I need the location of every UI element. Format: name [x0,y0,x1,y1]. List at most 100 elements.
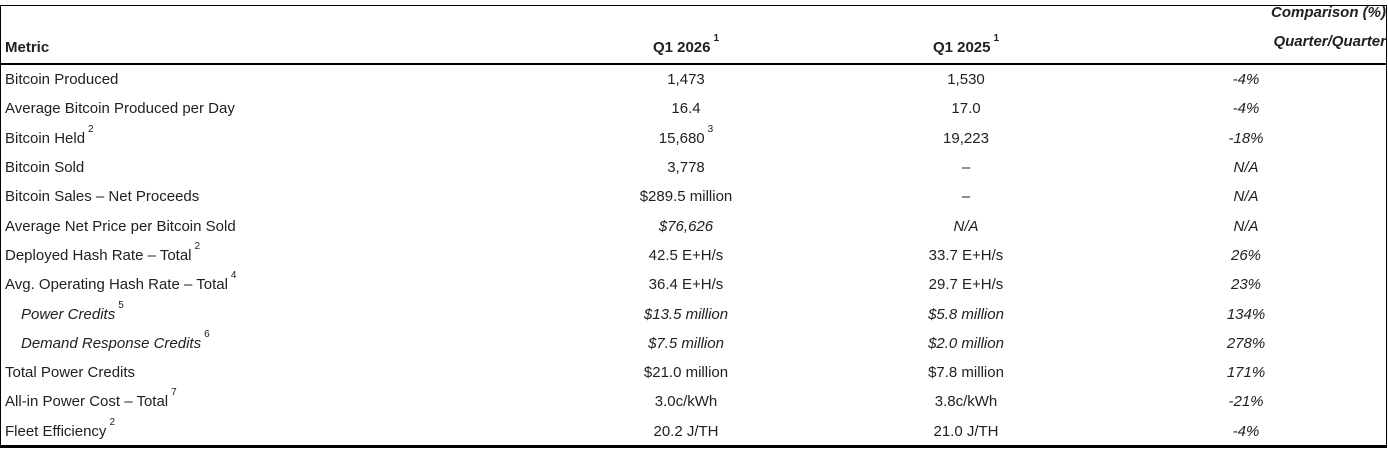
column-header-q1-2026-label: Q1 20261 [652,33,720,57]
footnote-marker: 3 [707,123,714,135]
metric-cell: Bitcoin Sold [1,153,546,182]
table-header-row: Metric Q1 20261 Q1 20251 Comparison (%) … [1,4,1386,65]
table-row: All-in Power Cost – Total7 3.0c/kWh 3.8c… [1,387,1386,416]
q1-2025-value: 21.0 J/TH [933,422,999,440]
metric-cell: Bitcoin Produced [1,65,546,94]
q1-2025-value-cell: 3.8c/kWh [826,387,1106,416]
comparison-value-cell: -4% [1106,94,1386,123]
table-row: Avg. Operating Hash Rate – Total4 36.4 E… [1,270,1386,299]
q1-2026-value: $21.0 million [643,364,729,382]
comparison-value: -4% [1232,422,1260,440]
column-header-comparison-line2: Quarter/Quarter [1273,33,1386,50]
metric-label: Bitcoin Sales – Net Proceeds [5,188,200,206]
table-row: Total Power Credits $21.0 million $7.8 m… [1,358,1386,387]
q1-2026-value: 42.5 E+H/s [648,246,724,264]
metric-cell: Bitcoin Sales – Net Proceeds [1,182,546,211]
q1-2025-value-cell: $7.8 million [826,358,1106,387]
metric-label: Average Net Price per Bitcoin Sold [5,217,236,235]
column-header-metric: Metric [1,6,546,63]
q1-2025-value: $2.0 million [928,334,1004,352]
q1-2026-value-cell: 1,473 [546,65,826,94]
metric-cell: Total Power Credits [1,358,546,387]
q1-2025-value: 3.8c/kWh [934,393,998,411]
comparison-value: -4% [1232,100,1260,118]
metric-label: Bitcoin Held2 [5,123,94,147]
q1-2025-value: $5.8 million [928,305,1004,323]
q1-2025-value-cell: $5.8 million [826,299,1106,328]
comparison-value: 278% [1226,334,1266,352]
table-row: Fleet Efficiency2 20.2 J/TH 21.0 J/TH -4… [1,417,1386,446]
footnote-marker: 2 [109,416,115,428]
q1-2026-value-cell: 20.2 J/TH [546,417,826,446]
comparison-value-cell: -18% [1106,124,1386,153]
column-header-metric-label: Metric [5,39,50,56]
q1-2026-value: 3,778 [667,159,705,177]
q1-2026-value: 1,473 [667,71,705,89]
q1-2026-value: $289.5 million [639,188,733,206]
q1-2025-value-cell: – [826,182,1106,211]
q1-2025-value-cell: 33.7 E+H/s [826,241,1106,270]
table-row: Demand Response Credits6 $7.5 million $2… [1,329,1386,358]
metric-label: Total Power Credits [5,364,136,382]
q1-2025-value: 17.0 [951,100,981,118]
q1-2025-value-cell: N/A [826,211,1106,240]
table-row: Bitcoin Held2 15,6803 19,223 -18% [1,124,1386,153]
footnote-marker: 6 [204,328,210,340]
comparison-value-cell: 171% [1106,358,1386,387]
comparison-value-cell: -4% [1106,65,1386,94]
q1-2026-value-cell: 42.5 E+H/s [546,241,826,270]
comparison-value-cell: N/A [1106,153,1386,182]
q1-2026-value: 16.4 [671,100,701,118]
footnote-marker: 4 [230,270,237,282]
metric-cell: Avg. Operating Hash Rate – Total4 [1,270,546,299]
footnote-marker: 1 [713,33,720,44]
q1-2026-value-cell: 15,6803 [546,124,826,153]
comparison-value: 171% [1226,364,1266,382]
metric-cell: Average Net Price per Bitcoin Sold [1,211,546,240]
q1-2026-value-cell: 36.4 E+H/s [546,270,826,299]
q1-2025-value-cell: 19,223 [826,124,1106,153]
comparison-value: N/A [1233,217,1259,235]
q1-2025-value-cell: 21.0 J/TH [826,417,1106,446]
footnote-marker: 2 [194,240,201,252]
column-header-comparison-line1: Comparison (%) [1270,4,1386,21]
comparison-value: 23% [1230,276,1262,294]
metric-label: Average Bitcoin Produced per Day [5,100,235,118]
q1-2026-value: 36.4 E+H/s [648,276,724,294]
q1-2025-value: 1,530 [947,71,985,89]
metric-label: Bitcoin Sold [5,159,85,177]
metric-cell: Power Credits5 [1,299,546,328]
metric-label: Bitcoin Produced [5,71,119,89]
footnote-marker: 7 [171,387,177,399]
q1-2026-value: $76,626 [658,217,714,235]
metric-label: Demand Response Credits6 [21,328,210,352]
metric-label: Fleet Efficiency2 [5,416,115,440]
quarterly-metrics-table: Metric Q1 20261 Q1 20251 Comparison (%) … [0,4,1387,448]
q1-2025-value-cell: 1,530 [826,65,1106,94]
column-header-q1-2026: Q1 20261 [546,6,826,63]
comparison-value-cell: -4% [1106,417,1386,446]
q1-2026-value: $7.5 million [648,334,724,352]
q1-2026-value-cell: $76,626 [546,211,826,240]
q1-2025-value: – [961,159,971,177]
table-body: Bitcoin Produced 1,473 1,530 -4% Average… [1,65,1386,446]
metric-cell: Demand Response Credits6 [1,329,546,358]
q1-2025-value: 19,223 [943,129,989,147]
comparison-value: N/A [1233,188,1259,206]
q1-2026-value-cell: $13.5 million [546,299,826,328]
table-row: Deployed Hash Rate – Total2 42.5 E+H/s 3… [1,241,1386,270]
metric-label: Power Credits5 [21,299,124,323]
q1-2025-value: $7.8 million [928,364,1004,382]
q1-2025-value: 29.7 E+H/s [928,276,1004,294]
table-row: Power Credits5 $13.5 million $5.8 millio… [1,299,1386,328]
table-row: Bitcoin Produced 1,473 1,530 -4% [1,65,1386,94]
comparison-value-cell: N/A [1106,211,1386,240]
footnote-marker: 5 [118,299,124,311]
q1-2026-value: $13.5 million [643,305,729,323]
column-header-q1-2025: Q1 20251 [826,6,1106,63]
q1-2026-value-cell: 3,778 [546,153,826,182]
comparison-value: 26% [1230,246,1262,264]
q1-2025-value: – [961,188,971,206]
q1-2026-value-cell: $7.5 million [546,329,826,358]
